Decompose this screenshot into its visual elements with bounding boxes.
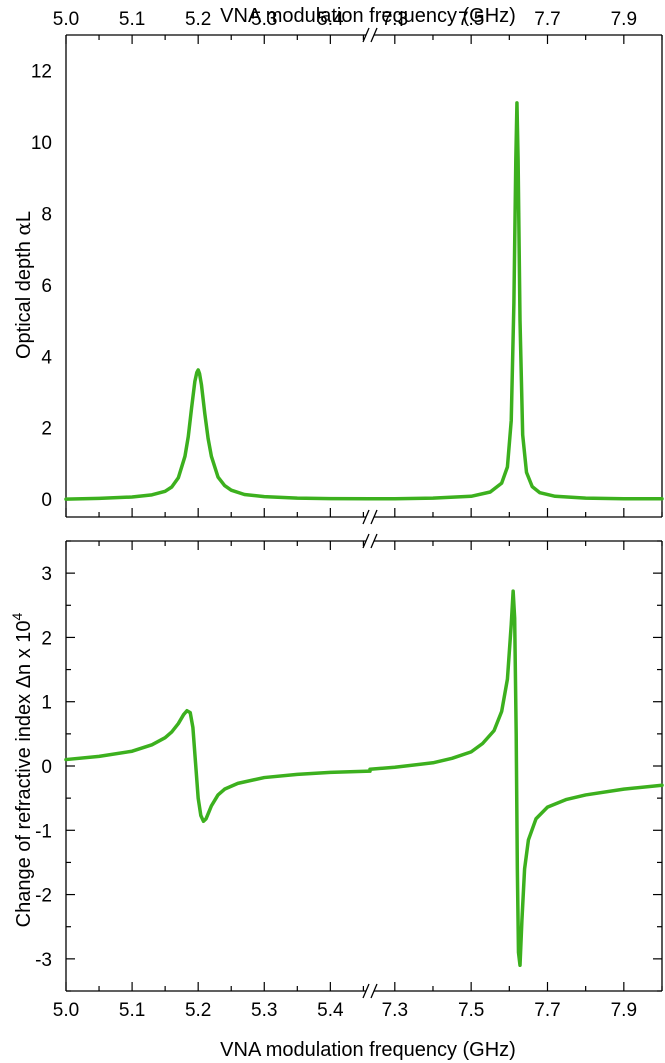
series-line-2 xyxy=(368,101,664,501)
axis-break-mark xyxy=(370,983,378,999)
axis-break-mark xyxy=(370,27,378,43)
bottom-y-axis-title-exponent: 4 xyxy=(9,612,25,620)
y-tick-label: 12 xyxy=(31,62,52,83)
x-tick-label: 7.3 xyxy=(382,9,408,30)
x-tick-label: 7.5 xyxy=(458,1000,484,1021)
bottom-x-axis-title: VNA modulation frequency (GHz) xyxy=(220,1039,516,1061)
top-x-axis-title: VNA modulation frequency (GHz) xyxy=(220,5,516,27)
x-tick-label: 5.4 xyxy=(317,1000,344,1021)
axis-break-mark xyxy=(362,509,370,525)
panel-top: 0 2 4 6 8 10 12 5.0 5.1 5.2 5.3 5.4 7.3 7.5 7.7 7.9 xyxy=(31,9,664,525)
x-tick-label: 5.0 xyxy=(53,9,79,30)
x-tick-label: 7.5 xyxy=(458,9,484,30)
axis-break-mark xyxy=(362,27,370,43)
x-tick-label: 5.3 xyxy=(251,9,277,30)
y-tick-label: 2 xyxy=(41,628,52,649)
bottom-y-axis-title-main: Change of refractive index Δn x 10 xyxy=(13,620,35,927)
y-tick-label: 2 xyxy=(41,419,52,440)
alpha-symbol: α xyxy=(11,222,35,236)
axis-break-mark xyxy=(362,533,370,549)
x-tick-label: 7.3 xyxy=(382,1000,408,1021)
panel-bottom: -3 -2 -1 0 1 2 3 5.0 5.1 5.2 5.3 5.4 7.3 7.5 7.7 7.9 xyxy=(35,533,664,1021)
x-tick-label: 7.9 xyxy=(611,9,637,30)
x-tick-label: 7.7 xyxy=(534,9,560,30)
x-tick-label: 5.1 xyxy=(119,1000,145,1021)
y-tick-label: 0 xyxy=(41,490,52,511)
series-line-1 xyxy=(64,368,372,501)
series-line-1 xyxy=(64,708,372,824)
axis-break-mark xyxy=(370,509,378,525)
y-tick-label: 3 xyxy=(41,564,52,585)
y-tick-label: 8 xyxy=(41,205,52,226)
x-tick-label: 5.4 xyxy=(317,9,344,30)
y-tick-label: 10 xyxy=(31,133,52,154)
bottom-y-axis-title: Change of refractive index Δn x 104 xyxy=(9,612,35,927)
axis-break-mark xyxy=(362,983,370,999)
x-tick-label: 5.0 xyxy=(53,1000,79,1021)
y-tick-label: 1 xyxy=(41,693,52,714)
x-tick-label: 7.9 xyxy=(611,1000,637,1021)
top-y-axis-title-part2: L xyxy=(13,211,35,222)
x-tick-label: 5.2 xyxy=(185,9,211,30)
x-tick-label: 5.3 xyxy=(251,1000,277,1021)
y-tick-label: 6 xyxy=(41,276,52,297)
axis-break-mark xyxy=(370,533,378,549)
top-y-axis-title: Optical depth αL xyxy=(11,211,35,359)
x-tick-label: 5.1 xyxy=(119,9,145,30)
top-y-axis-title-part1: Optical depth xyxy=(13,236,35,359)
y-tick-label: 0 xyxy=(41,757,52,778)
y-tick-label: 4 xyxy=(41,347,52,368)
x-tick-label: 7.7 xyxy=(534,1000,560,1021)
y-tick-label: -3 xyxy=(35,950,52,971)
x-tick-label: 5.2 xyxy=(185,1000,211,1021)
series-line-2 xyxy=(368,589,664,968)
y-tick-label: -2 xyxy=(35,886,52,907)
y-tick-label: -1 xyxy=(35,821,52,842)
